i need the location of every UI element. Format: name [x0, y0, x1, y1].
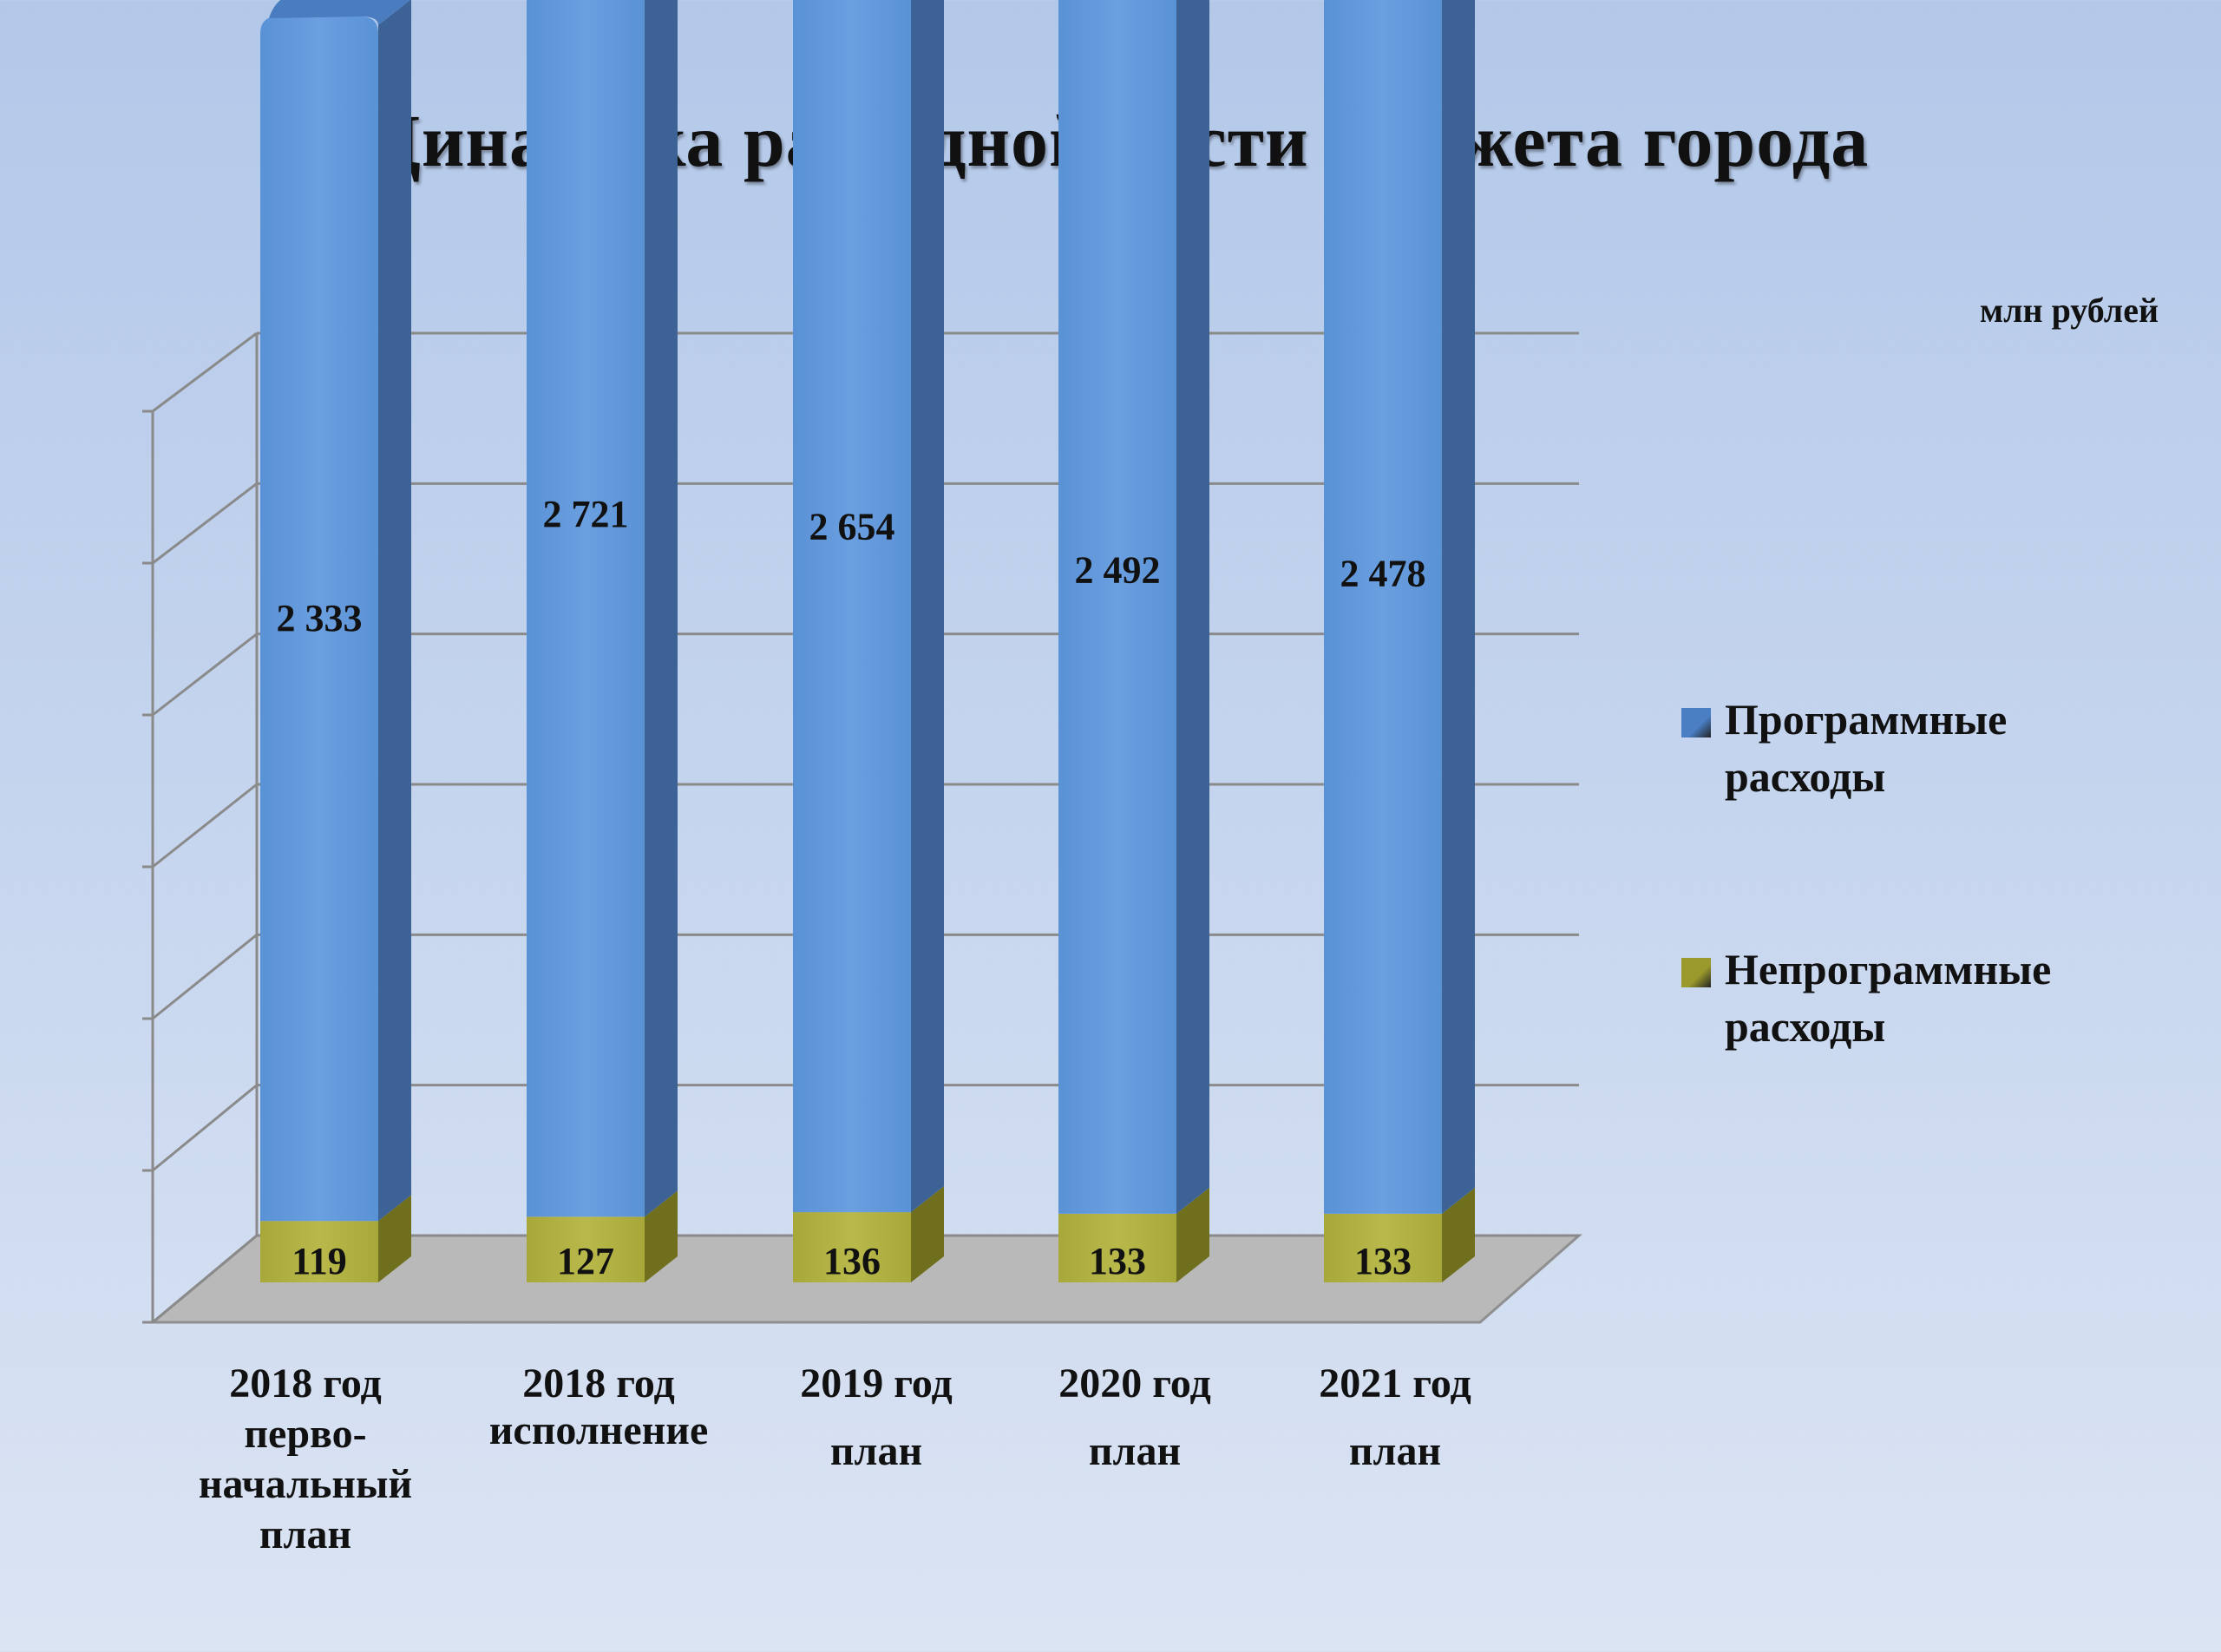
bar-segment-side-nonprogram — [1176, 1187, 1209, 1282]
data-label-program: 2 333 — [277, 597, 363, 639]
data-label-nonprogram: 127 — [557, 1240, 614, 1282]
legend-item: Программные расходы — [1681, 691, 2133, 812]
bar-segment-nonprogram — [260, 1221, 378, 1282]
bar-segment-nonprogram — [1324, 1213, 1442, 1282]
x-tick-label: 2018 год перво-начальный план — [158, 1359, 453, 1560]
x-tick-label-line: перво- — [244, 1411, 367, 1457]
gridline-diagonal — [152, 1084, 258, 1172]
legend-label: Программные расходы — [1725, 691, 2007, 805]
data-label-program: 2 492 — [1075, 548, 1161, 591]
data-label-program: 2 478 — [1340, 553, 1426, 595]
legend-label-line: расходы — [1725, 1002, 1886, 1051]
x-tick-label-line: план — [1088, 1428, 1182, 1474]
x-tick-label-line: 2021 год — [1319, 1360, 1471, 1406]
data-label-nonprogram: 133 — [1089, 1240, 1146, 1282]
x-tick-label-line: 2019 год — [800, 1360, 953, 1406]
bar-segment-program — [793, 0, 911, 1213]
legend-label-line: расходы — [1725, 752, 1886, 801]
x-tick-label-line: исполнение — [488, 1407, 709, 1453]
gridline-diagonal — [152, 934, 258, 1020]
bar-segment-side-nonprogram — [1442, 1187, 1475, 1282]
x-tick-label-line: план — [1348, 1428, 1442, 1474]
data-label-nonprogram: 133 — [1354, 1240, 1412, 1282]
units-label: млн рублей — [1979, 291, 2159, 330]
gridline-diagonal — [152, 482, 258, 565]
x-tick-label: 2019 год план — [729, 1359, 1024, 1477]
legend-swatch — [1681, 708, 1711, 738]
bar-segment-program — [1324, 0, 1442, 1214]
bar-segment-program — [1058, 0, 1176, 1214]
bar-segment-nonprogram — [527, 1216, 645, 1282]
x-tick-label-line: 2018 год — [229, 1360, 382, 1406]
bar-segment-program — [527, 0, 645, 1217]
x-tick-label: 2021 год план — [1248, 1359, 1543, 1477]
legend-label: Непрограммные расходы — [1725, 941, 2051, 1055]
bar-segment-program — [260, 16, 378, 1222]
gridline-diagonal — [152, 331, 258, 413]
bar-segment-side-program — [378, 0, 411, 1222]
data-label-nonprogram: 136 — [823, 1240, 881, 1282]
gridline-diagonal — [152, 783, 258, 869]
bar-segment-side-program — [1442, 0, 1475, 1214]
data-label-program: 2 654 — [809, 506, 895, 548]
x-tick-label: 2018 год исполнение — [451, 1359, 746, 1456]
bars-group — [260, 0, 1475, 1282]
bar-segment-nonprogram — [1058, 1213, 1176, 1282]
bar-segment-nonprogram — [793, 1212, 911, 1282]
bar-segment-side-program — [645, 0, 678, 1217]
bar-top-program — [269, 0, 410, 26]
gridline-diagonal — [152, 1234, 258, 1324]
bar-segment-side-nonprogram — [378, 1195, 411, 1282]
legend-swatch — [1681, 958, 1711, 987]
x-tick-label-line: 2018 год — [522, 1360, 675, 1406]
bar-segment-side-program — [1176, 0, 1209, 1214]
bar-segment-side-nonprogram — [645, 1190, 678, 1282]
x-tick-label-line: план — [259, 1511, 352, 1557]
gridline-diagonal — [152, 633, 258, 717]
legend-item: Непрограммные расходы — [1681, 941, 2133, 1062]
x-tick-label-line: план — [829, 1428, 923, 1474]
legend-label-line: Непрограммные — [1725, 945, 2052, 993]
x-tick-label: 2020 год план — [987, 1359, 1282, 1477]
legend-label-line: Программные — [1725, 695, 2008, 744]
data-label-program: 2 721 — [543, 493, 629, 535]
x-tick-label-line: начальный — [198, 1461, 413, 1507]
data-label-nonprogram: 119 — [292, 1240, 347, 1282]
bar-segment-side-nonprogram — [911, 1186, 944, 1282]
bar-segment-side-program — [911, 0, 944, 1213]
x-tick-label-line: 2020 год — [1058, 1360, 1211, 1406]
